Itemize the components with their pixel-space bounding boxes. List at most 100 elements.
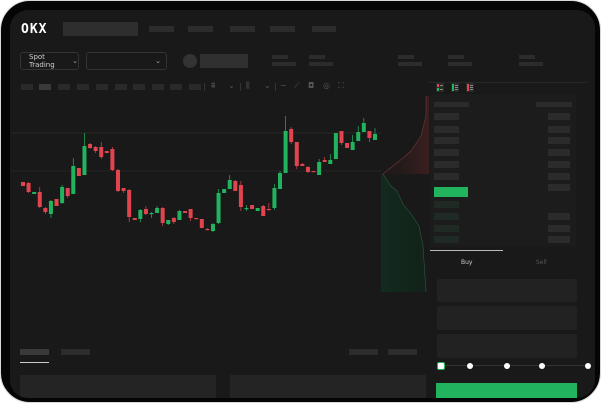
slider-stop-25[interactable]	[467, 363, 473, 369]
chevron-down-icon: ⌄	[155, 57, 161, 65]
timeframe-button[interactable]	[96, 84, 108, 90]
active-tab-underline	[430, 250, 503, 251]
orders-panel-left	[20, 375, 216, 398]
slider-stop-100[interactable]	[585, 363, 591, 369]
candle-body	[244, 208, 249, 210]
depth-asks-area	[383, 96, 429, 174]
camera-icon[interactable]: ◘	[308, 81, 315, 90]
candle-body	[155, 208, 160, 213]
candle-body	[160, 208, 165, 223]
candle-body	[32, 192, 37, 194]
nav-item[interactable]	[230, 26, 255, 32]
candle-body	[317, 162, 322, 175]
chevron-down-icon[interactable]: ⌄	[264, 81, 271, 90]
orderbook-buy-icon	[451, 83, 459, 92]
okx-logo[interactable]: OKX	[21, 22, 48, 37]
pair-select[interactable]: ⌄	[86, 52, 167, 70]
ruler-icon[interactable]: ⟋	[294, 81, 300, 90]
candle-body	[177, 211, 182, 220]
total-input[interactable]	[437, 334, 577, 358]
filter-button[interactable]	[388, 349, 417, 355]
candle-body	[149, 213, 154, 215]
candle-body	[255, 208, 260, 211]
slider-stop-50[interactable]	[504, 363, 510, 369]
timeframe-button[interactable]	[115, 84, 127, 90]
candle-body	[278, 173, 283, 189]
timeframe-button[interactable]	[170, 84, 182, 90]
slider-handle[interactable]	[437, 362, 445, 370]
candle-body	[305, 167, 310, 172]
price-input[interactable]	[437, 279, 577, 302]
candle-body	[227, 180, 232, 189]
timeframe-button-active[interactable]	[39, 84, 51, 90]
candle-body	[272, 188, 277, 208]
candle-body	[21, 182, 25, 186]
fullscreen-icon[interactable]: ⛶	[338, 81, 344, 90]
orderbook-view-toggles[interactable]	[436, 83, 476, 93]
candle-body	[238, 185, 243, 207]
candle-body	[88, 144, 93, 148]
candle-body	[361, 123, 366, 132]
timeframe-button[interactable]	[152, 84, 164, 90]
candle-body	[294, 142, 299, 166]
nav-item[interactable]	[270, 26, 295, 32]
candle-body	[26, 183, 31, 192]
nav-item[interactable]	[149, 26, 174, 32]
timeframe-button[interactable]	[58, 84, 70, 90]
candle-body	[132, 218, 137, 220]
candle-body	[216, 193, 221, 223]
tab-sell[interactable]: Sell	[536, 259, 547, 266]
orders-panel-right	[230, 375, 426, 398]
candle-body	[333, 133, 338, 159]
candle-body	[99, 147, 104, 157]
candle-body	[104, 151, 109, 153]
candle-body	[339, 131, 344, 143]
search-bar[interactable]	[63, 22, 138, 36]
depth-bids-area	[381, 174, 426, 292]
candle-body	[54, 199, 59, 206]
line-tool-icon[interactable]: ∼	[280, 81, 287, 90]
timeframe-button[interactable]	[189, 84, 201, 90]
market-type-select[interactable]: Spot Trading ⌄	[20, 52, 79, 70]
tab-buy[interactable]: Buy	[461, 259, 473, 266]
amount-input[interactable]	[437, 306, 577, 330]
timeframe-button[interactable]	[77, 84, 89, 90]
candlestick-chart[interactable]	[11, 96, 381, 296]
candle-body	[350, 142, 355, 150]
candle-body	[194, 218, 199, 220]
nav-item[interactable]	[188, 26, 213, 32]
candle-body	[266, 209, 271, 211]
settings-icon[interactable]: ◎	[323, 81, 330, 90]
candle-body	[283, 131, 288, 173]
candle-body	[48, 201, 53, 214]
tab-open-orders[interactable]	[20, 349, 49, 355]
filter-button[interactable]	[349, 349, 378, 355]
candle-body	[373, 134, 377, 140]
candle-body	[121, 188, 126, 191]
candle-body	[222, 189, 227, 193]
candle-body	[71, 166, 76, 194]
candle-body	[300, 164, 305, 166]
candle-body	[250, 205, 255, 209]
candle-body	[82, 146, 87, 175]
orderbook-both-icon	[436, 83, 444, 92]
candle-body	[322, 160, 327, 162]
price-display	[200, 54, 248, 68]
candle-body	[127, 190, 132, 217]
tab-order-history[interactable]	[61, 349, 90, 355]
nav-item[interactable]	[312, 26, 336, 32]
candle-body	[205, 229, 210, 231]
timeframe-button[interactable]	[21, 84, 33, 90]
candle-body	[210, 224, 215, 231]
candle-body	[199, 219, 204, 228]
indicator-icon[interactable]: ⫼	[246, 81, 250, 90]
buy-button[interactable]	[436, 383, 577, 398]
candle-type-icon[interactable]: ⩩	[211, 81, 216, 90]
amount-slider-track[interactable]	[441, 365, 591, 366]
candle-body	[345, 143, 350, 148]
timeframe-button[interactable]	[133, 84, 145, 90]
slider-stop-75[interactable]	[539, 363, 545, 369]
coin-icon	[183, 54, 197, 68]
chevron-down-icon[interactable]: ⌄	[228, 81, 235, 90]
